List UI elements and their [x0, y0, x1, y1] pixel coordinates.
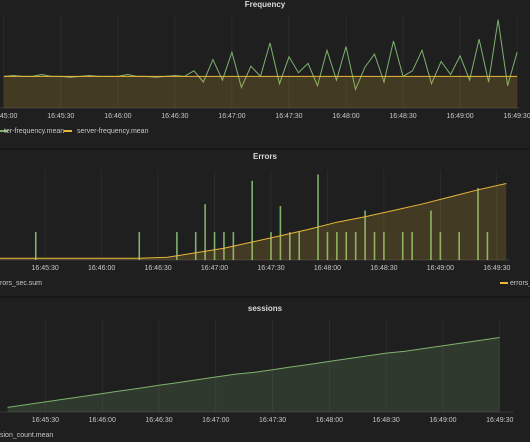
x-tick-label: 16:47:30 [257, 265, 284, 272]
bar [364, 210, 366, 260]
bar [430, 210, 432, 260]
x-tick-label: 16:49:30 [486, 417, 513, 424]
line [0, 183, 507, 259]
x-tick-label: 16:46:30 [161, 113, 188, 120]
x-tick-label: 16:49:30 [483, 265, 510, 272]
bar [213, 232, 216, 260]
x-tick-label: 16:49:30 [503, 113, 530, 120]
x-tick-label: 16:47:00 [202, 417, 229, 424]
legend-label: rors_sec.sum [0, 280, 42, 287]
x-tick-label: 16:46:00 [88, 265, 115, 272]
bar [270, 232, 272, 260]
bar [477, 188, 479, 260]
bar [458, 232, 460, 260]
legend-label: errors_ [510, 280, 530, 287]
area [0, 183, 507, 260]
bar [317, 174, 319, 260]
bar [194, 232, 197, 260]
bar [439, 232, 442, 260]
bar [354, 232, 357, 260]
x-tick-label: 16:46:30 [145, 417, 172, 424]
panel [0, 150, 530, 296]
x-tick-label: 16:49:00 [429, 417, 456, 424]
panel [0, 0, 530, 148]
x-tick-label: 16:49:00 [446, 113, 473, 120]
bar [298, 232, 301, 260]
x-tick-label: 16:48:30 [370, 265, 397, 272]
bar [279, 206, 282, 260]
bar [336, 232, 338, 260]
bar [486, 232, 489, 260]
x-tick-label: 16:46:00 [89, 417, 116, 424]
bar [176, 232, 178, 260]
bar [401, 232, 404, 260]
x-tick-label: 16:46:00 [104, 113, 131, 120]
bar [289, 232, 291, 260]
bar [34, 232, 37, 260]
x-tick-label: 16:47:30 [275, 113, 302, 120]
x-tick-label: 16:48:00 [314, 265, 341, 272]
x-tick-label: 16:46:30 [144, 265, 171, 272]
x-tick-label: 16:48:30 [373, 417, 400, 424]
area [3, 76, 518, 108]
panel-title: sessions [248, 304, 283, 313]
x-tick-label: 16:47:30 [259, 417, 286, 424]
x-tick-label: 16:47:00 [201, 265, 228, 272]
bar [138, 232, 141, 260]
x-tick-label: 16:47:00 [218, 113, 245, 120]
x-tick-label: 16:45:00 [0, 113, 18, 120]
line [7, 337, 500, 408]
bar [251, 180, 253, 260]
bar [326, 232, 329, 260]
x-tick-label: 16:45:30 [47, 113, 74, 120]
bar [204, 204, 206, 260]
panel-title: Errors [253, 152, 278, 161]
bar [383, 232, 385, 260]
bar [223, 232, 225, 260]
x-tick-label: 16:48:00 [332, 113, 359, 120]
area [7, 337, 500, 412]
x-tick-label: 16:48:30 [389, 113, 416, 120]
legend-label: sion_count.mean [0, 432, 53, 439]
bar [345, 232, 348, 260]
bar [411, 232, 413, 260]
x-tick-label: 16:45:30 [32, 265, 59, 272]
legend-label: server-frequency.mean [77, 128, 149, 135]
x-tick-label: 16:49:00 [427, 265, 454, 272]
bar [373, 232, 376, 260]
x-tick-label: 16:45:30 [32, 417, 59, 424]
panel [0, 298, 530, 442]
x-tick-label: 16:48:00 [316, 417, 343, 424]
panel-title: Frequency [245, 0, 286, 9]
legend-label: ter-frequency.mean [4, 128, 64, 135]
